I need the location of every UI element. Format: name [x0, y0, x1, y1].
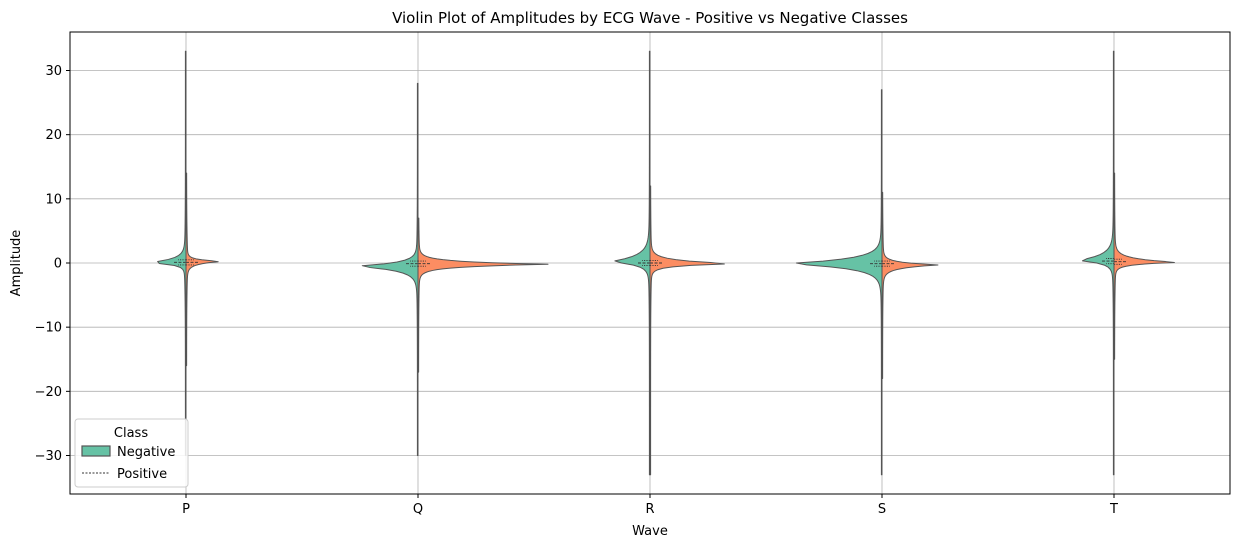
violin-negative-S — [795, 89, 883, 476]
y-axis-label: Amplitude — [9, 230, 24, 297]
y-tick-label: 20 — [45, 128, 62, 143]
violin-layer — [157, 50, 1175, 476]
x-tick-label: Q — [413, 502, 423, 517]
violin-negative-Q — [361, 82, 419, 456]
violin-negative-P — [157, 50, 187, 456]
x-axis-label: Wave — [632, 524, 668, 539]
y-tick-label: 10 — [45, 192, 62, 207]
x-tick-label: S — [878, 502, 886, 517]
y-tick-label: −30 — [35, 449, 62, 464]
x-tick-label: P — [182, 502, 190, 517]
violin-negative-T — [1081, 50, 1115, 476]
legend-title: Class — [114, 426, 148, 441]
violin-positive-P — [185, 172, 219, 367]
y-tick-label: 0 — [54, 257, 62, 272]
chart-title: Violin Plot of Amplitudes by ECG Wave - … — [392, 9, 908, 27]
violin-positive-R — [649, 185, 725, 476]
legend: Class Negative Positive — [74, 418, 189, 488]
violin-positive-T — [1113, 172, 1175, 360]
x-tick-label: R — [645, 502, 654, 517]
x-tick-label: T — [1109, 502, 1118, 517]
y-tick-label: 30 — [45, 64, 62, 79]
violin-positive-S — [881, 191, 939, 379]
violin-negative-R — [614, 50, 651, 476]
y-tick-label: −20 — [35, 385, 62, 400]
legend-label-negative: Negative — [117, 445, 175, 460]
violin-positive-Q — [417, 217, 549, 373]
legend-swatch-negative — [81, 445, 111, 457]
legend-box — [74, 418, 189, 488]
tick-layer: −30 −20 −10 0 10 20 30 P Q R S T — [35, 64, 1118, 517]
y-tick-label: −10 — [35, 321, 62, 336]
legend-label-positive: Positive — [117, 467, 167, 482]
